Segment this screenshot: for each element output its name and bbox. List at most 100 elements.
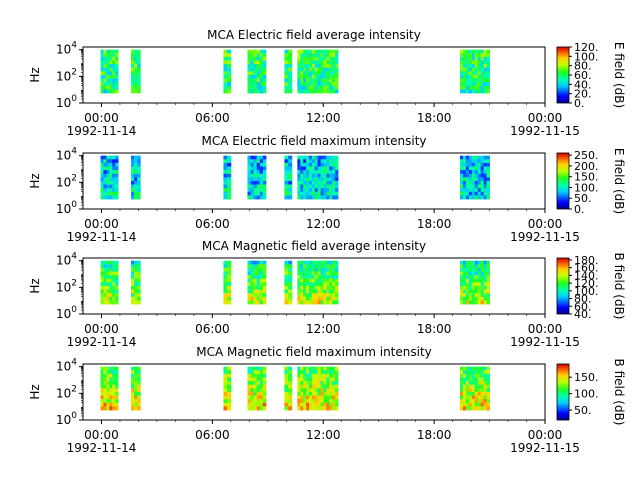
spectrogram-cell bbox=[480, 53, 485, 58]
spectrogram-cell bbox=[112, 184, 116, 189]
spectrogram-cell bbox=[247, 85, 251, 90]
spectrogram-cell bbox=[471, 180, 476, 185]
spectrogram-cell bbox=[332, 264, 336, 269]
spectrogram-cell bbox=[250, 184, 255, 189]
spectrogram-cell bbox=[314, 260, 319, 265]
spectrogram-cell bbox=[317, 402, 321, 407]
spectrogram-cell bbox=[459, 85, 464, 90]
colorbar-tick-label: 40. bbox=[574, 78, 592, 91]
spectrogram-cell bbox=[329, 388, 333, 393]
spectrogram-cell bbox=[303, 391, 307, 396]
spectrogram-cell bbox=[311, 191, 316, 196]
spectrogram-cell bbox=[335, 49, 339, 54]
spectrogram-cell bbox=[112, 177, 116, 182]
colorbar-tick-label: 0. bbox=[574, 97, 585, 110]
spectrogram-cell bbox=[284, 275, 289, 280]
spectrogram-cell bbox=[223, 388, 228, 393]
spectrogram-cell bbox=[103, 267, 107, 272]
spectrogram-cell bbox=[480, 399, 485, 404]
spectrogram-cell bbox=[314, 188, 319, 193]
spectrogram-cell bbox=[323, 293, 327, 298]
spectrogram-cell bbox=[480, 264, 485, 269]
spectrogram-cell bbox=[137, 300, 141, 305]
spectrogram-cell bbox=[332, 64, 336, 69]
spectrogram-cell bbox=[131, 381, 135, 386]
spectrogram-cell bbox=[297, 191, 301, 196]
spectrogram-cell bbox=[300, 166, 304, 171]
spectrogram-cell bbox=[300, 285, 304, 290]
spectrogram-cell bbox=[474, 275, 479, 280]
spectrogram-cell bbox=[332, 49, 336, 54]
spectrogram-cell bbox=[223, 82, 228, 87]
spectrogram-cell bbox=[477, 370, 482, 375]
spectrogram-cell bbox=[462, 293, 467, 298]
spectrogram-cell bbox=[459, 381, 464, 386]
spectrogram-cell bbox=[131, 264, 135, 269]
spectrogram-cell bbox=[253, 82, 258, 87]
spectrogram-cell bbox=[259, 271, 264, 276]
spectrogram-cell bbox=[477, 384, 482, 389]
spectrogram-cell bbox=[100, 370, 104, 375]
spectrogram-cell bbox=[297, 282, 301, 287]
spectrogram-cell bbox=[335, 166, 339, 171]
spectrogram-cell bbox=[311, 155, 316, 160]
spectrogram-cell bbox=[477, 406, 482, 411]
spectrogram-cell bbox=[137, 191, 141, 196]
spectrogram-cell bbox=[335, 282, 339, 287]
spectrogram-cell bbox=[103, 162, 107, 167]
spectrogram-cell bbox=[106, 184, 110, 189]
spectrogram-cell bbox=[284, 300, 289, 305]
spectrogram-cell bbox=[477, 177, 482, 182]
spectrogram-cell bbox=[303, 67, 307, 72]
spectrogram-cell bbox=[137, 296, 141, 301]
spectrogram-cell bbox=[486, 370, 490, 375]
spectrogram-cell bbox=[253, 260, 258, 265]
spectrogram-cell bbox=[332, 260, 336, 265]
spectrogram-cell bbox=[115, 89, 119, 94]
spectrogram-cell bbox=[115, 60, 119, 65]
spectrogram-cell bbox=[465, 67, 470, 72]
spectrogram-cell bbox=[259, 395, 264, 400]
y-tick-exponent: 2 bbox=[71, 384, 77, 394]
spectrogram-cell bbox=[137, 195, 141, 200]
spectrogram-cell bbox=[326, 49, 330, 54]
spectrogram-cell bbox=[483, 406, 488, 411]
spectrogram-cell bbox=[137, 370, 141, 375]
spectrogram-cell bbox=[247, 188, 251, 193]
spectrogram-cell bbox=[134, 293, 138, 298]
spectrogram-cell bbox=[103, 177, 107, 182]
colorbar-tick-label: 80. bbox=[574, 60, 592, 73]
x-tick-label: 12:00 bbox=[306, 322, 341, 336]
spectrogram-cell bbox=[262, 402, 267, 407]
spectrogram-cell bbox=[306, 82, 310, 87]
spectrogram-cell bbox=[468, 275, 473, 280]
spectrogram-cell bbox=[306, 74, 310, 79]
spectrogram-cell bbox=[303, 162, 307, 167]
spectrogram-cell bbox=[477, 67, 482, 72]
spectrogram-cell bbox=[465, 180, 470, 185]
spectrogram-cell bbox=[247, 180, 251, 185]
spectrogram-cell bbox=[308, 388, 313, 393]
spectrogram-cell bbox=[465, 293, 470, 298]
colorbar-tick-label: 150. bbox=[574, 371, 599, 384]
spectrogram-cell bbox=[297, 388, 301, 393]
spectrogram-cell bbox=[480, 162, 485, 167]
spectrogram-cell bbox=[250, 395, 255, 400]
spectrogram-cell bbox=[326, 278, 330, 283]
spectrogram-cell bbox=[332, 184, 336, 189]
spectrogram-cell bbox=[223, 64, 228, 69]
spectrogram-cell bbox=[308, 184, 313, 189]
spectrogram-cell bbox=[137, 275, 141, 280]
spectrogram-cell bbox=[103, 166, 107, 171]
spectrogram-cell bbox=[311, 71, 316, 76]
spectrogram-cell bbox=[480, 166, 485, 171]
spectrogram-cell bbox=[109, 195, 113, 200]
spectrogram-cell bbox=[106, 191, 110, 196]
spectrogram-cell bbox=[303, 82, 307, 87]
spectrogram-cell bbox=[320, 293, 324, 298]
spectrogram-cell bbox=[474, 155, 479, 160]
spectrogram-cell bbox=[483, 391, 488, 396]
spectrogram-cell bbox=[253, 373, 258, 378]
spectrogram-cell bbox=[480, 155, 485, 160]
spectrogram-cell bbox=[335, 85, 339, 90]
